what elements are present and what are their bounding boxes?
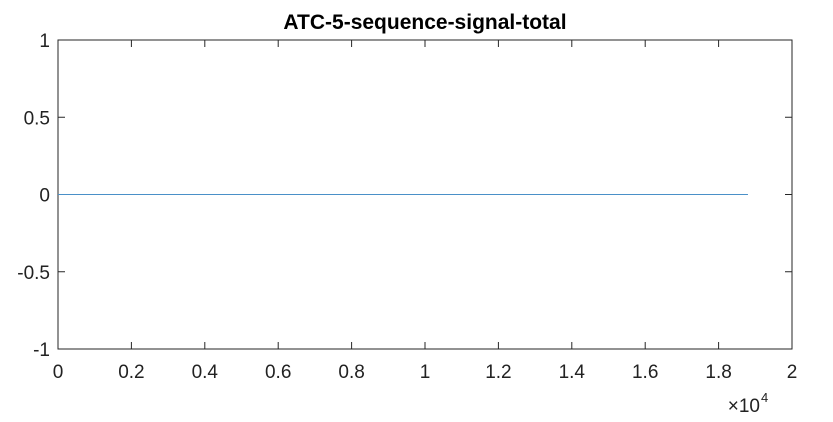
y-tick-label: -0.5	[17, 263, 50, 284]
y-tick-label: 0	[39, 186, 50, 207]
x-tick-label: 1.4	[559, 362, 586, 383]
x-axis-exponent-power: 4	[761, 390, 768, 405]
chart-title: ATC-5-sequence-signal-total	[283, 11, 566, 34]
x-tick-label: 0.2	[118, 362, 144, 383]
y-tick-label: 0.5	[24, 108, 50, 129]
x-tick-label: 1.6	[632, 362, 658, 383]
x-tick-label: 0	[53, 362, 64, 383]
x-tick-label: 0.8	[338, 362, 364, 383]
y-tick-label: 1	[39, 31, 50, 52]
x-tick-label: 1.8	[705, 362, 731, 383]
x-tick-label: 2	[787, 362, 798, 383]
x-tick-label: 0.6	[265, 362, 291, 383]
x-tick-label: 0.4	[192, 362, 219, 383]
x-tick-label: 1	[420, 362, 431, 383]
plot-area: 0 0.2 0.4 0.6 0.8 1 1.2 1.4 1.6 1.8 2 -1 -0.5 0 0.5 1	[17, 31, 797, 383]
x-axis-exponent-base: ×10	[728, 396, 760, 417]
x-tick-label: 1.2	[485, 362, 511, 383]
y-tick-label: -1	[33, 340, 50, 361]
